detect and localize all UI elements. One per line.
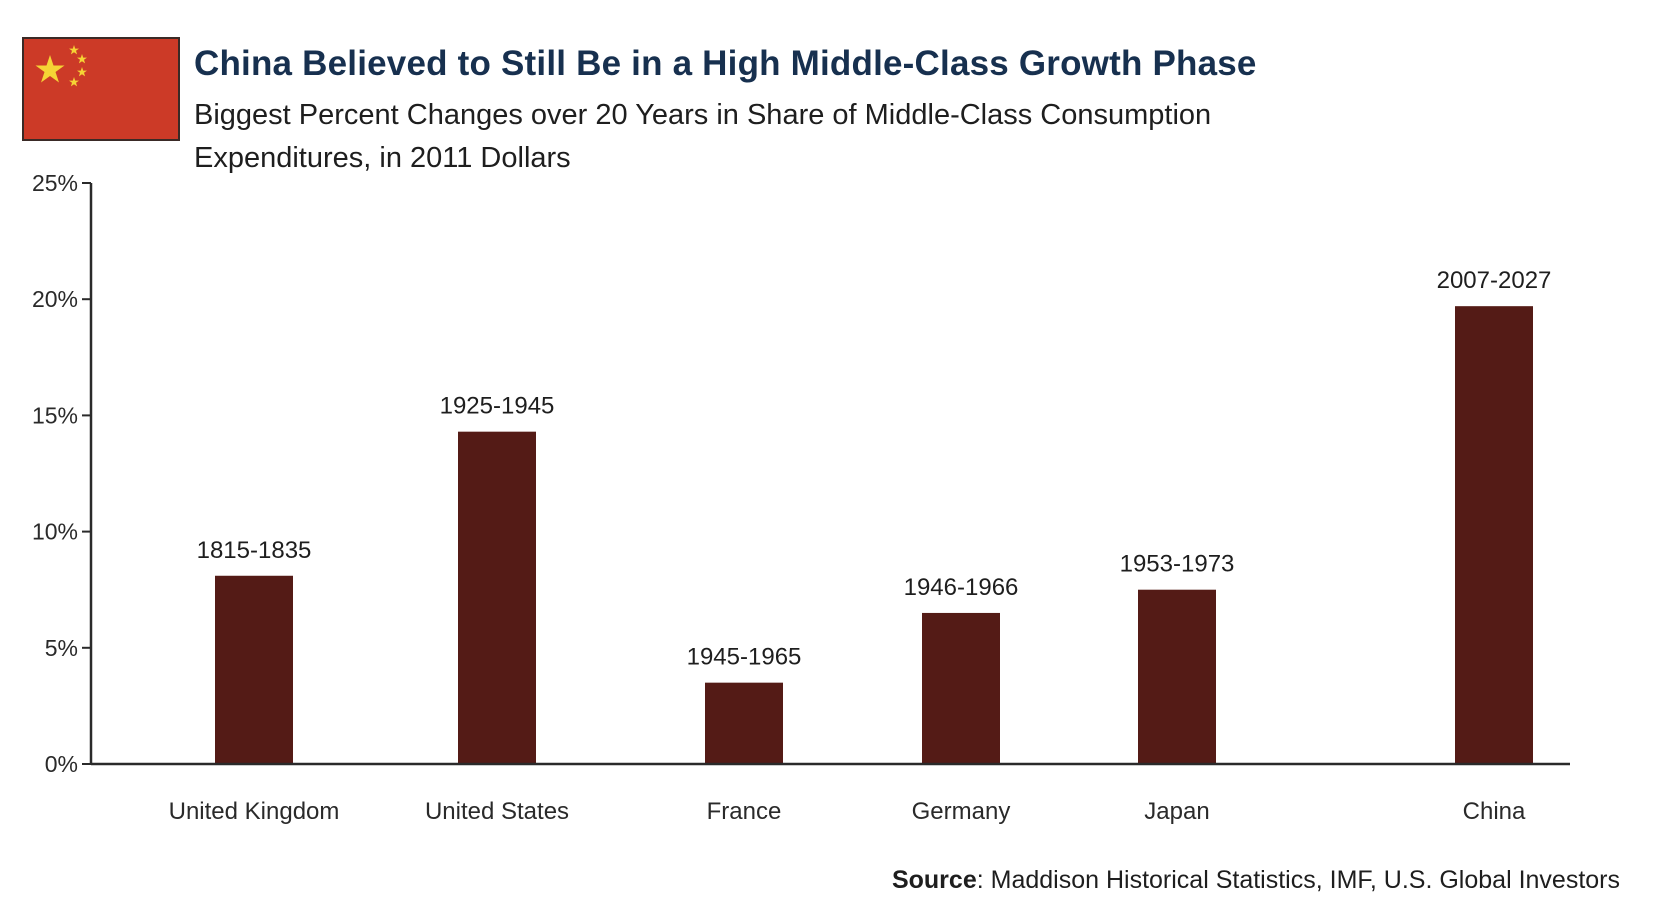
bar — [458, 431, 536, 764]
y-tick-label: 15% — [32, 402, 78, 428]
x-category-label: United States — [425, 798, 569, 825]
x-category-label: France — [707, 798, 782, 825]
x-category-label: Japan — [1144, 798, 1209, 825]
flag-small-star — [77, 54, 87, 64]
y-tick-label: 20% — [32, 286, 78, 312]
flag-small-star — [77, 67, 87, 77]
bar-period-label: 1945-1965 — [687, 644, 802, 671]
source-label: Source — [891, 866, 977, 894]
bar-period-label: 1815-1835 — [197, 537, 312, 564]
chart-subtitle: Biggest Percent Changes over 20 Years in… — [194, 99, 1212, 174]
bar — [215, 575, 293, 764]
bar-period-label: 1946-1966 — [904, 574, 1019, 601]
bar — [922, 612, 1000, 764]
chart-title: China Believed to Still Be in a High Mid… — [194, 44, 1257, 83]
source-text: : Maddison Historical Statistics, IMF, U… — [976, 866, 1620, 894]
bar — [1455, 306, 1533, 764]
china-flag-icon — [22, 37, 180, 141]
x-category-label: United Kingdom — [169, 798, 340, 825]
bar-period-label: 1953-1973 — [1120, 551, 1235, 578]
bar — [705, 682, 783, 764]
y-tick-label: 5% — [45, 635, 78, 661]
source-note: Source: Maddison Historical Statistics, … — [0, 866, 1620, 895]
x-category-label: China — [1463, 798, 1526, 825]
bar — [1138, 589, 1216, 764]
bar-period-label: 1925-1945 — [440, 393, 555, 420]
y-tick-label: 0% — [45, 751, 78, 777]
bar-period-label: 2007-2027 — [1437, 267, 1552, 294]
flag-small-star — [69, 77, 79, 87]
y-tick-label: 10% — [32, 519, 78, 545]
y-axis: 0% 5% 10% 15% 20% 25% — [32, 170, 93, 777]
flag-small-star — [69, 45, 79, 55]
bars: 1815-1835 1925-1945 1945-1965 1946-1966 1953… — [197, 267, 1552, 764]
flag-large-star — [35, 55, 65, 83]
y-tick-label: 25% — [32, 170, 78, 196]
x-axis: United Kingdom United States France Germany… — [91, 762, 1570, 825]
x-category-label: Germany — [912, 798, 1011, 825]
